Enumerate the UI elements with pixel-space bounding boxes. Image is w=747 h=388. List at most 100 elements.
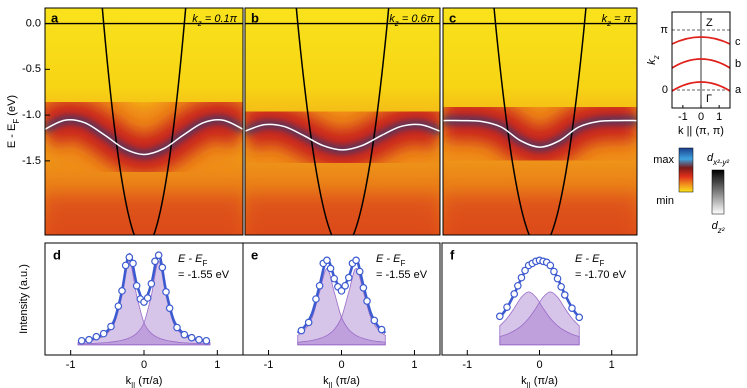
annotation-part: E - E [376, 253, 401, 265]
data-point [517, 273, 526, 282]
kz-label-part: k [192, 13, 198, 25]
panel-letter: c [449, 10, 456, 25]
inset-y-tick-label: π [660, 24, 668, 36]
annotation: E - EF [178, 253, 207, 268]
kz-label-part: k [389, 13, 395, 25]
x-axis-label: k|| (π/a) [323, 375, 360, 388]
annotation: = -1.55 eV [376, 269, 428, 281]
annotation-part: F [599, 259, 604, 268]
panel-frame [44, 7, 244, 236]
data-point [514, 281, 522, 290]
inset-y-label: kz [646, 55, 661, 65]
data-point [557, 282, 565, 291]
heatmap [245, 8, 440, 235]
component-area [297, 268, 386, 346]
kz-label-part: = 0.1π [202, 13, 238, 25]
data-point [510, 290, 519, 298]
inset-cut [671, 58, 731, 69]
x-axis-label-part: (π/a) [135, 375, 162, 387]
data-point [154, 251, 163, 260]
inset-frame [671, 11, 731, 109]
data-point [114, 302, 123, 310]
band-line [443, 119, 637, 148]
heatmap [443, 8, 637, 235]
data-point [202, 336, 211, 345]
data-point [315, 281, 324, 290]
inset-point: Γ [706, 93, 712, 105]
heatmap [45, 8, 243, 235]
data-point [521, 266, 529, 275]
colorbar-label: dz² [712, 220, 725, 235]
data-point [118, 287, 126, 295]
data-point [297, 326, 306, 335]
kz-label-part: = π [611, 13, 632, 25]
data-point [550, 267, 558, 276]
x-tick-label: -1 [264, 359, 274, 371]
x-axis-label-part: (π/a) [333, 375, 360, 387]
x-tick-label: -1 [66, 359, 76, 371]
inset-y-label-part: k [646, 59, 658, 65]
inset-x-tick-label: 1 [716, 111, 722, 123]
colorbar-label: dx²-y² [707, 152, 729, 167]
data-point [132, 281, 141, 290]
band-line [45, 119, 243, 156]
x-axis-label: k|| (π/a) [126, 375, 163, 388]
band-line [101, 8, 187, 235]
x-axis-label-part: k [323, 375, 329, 387]
intensity-lower [443, 195, 637, 235]
kz-label-part: z [394, 19, 399, 28]
colorbar [678, 147, 694, 193]
data-point [352, 256, 360, 265]
component-area [499, 291, 580, 346]
annotation-part: E - E [178, 253, 203, 265]
x-tick-label: -1 [462, 359, 472, 371]
kz-label-part: z [197, 19, 202, 28]
component-area [77, 260, 211, 346]
y-axis-label: Intensity (a.u.) [18, 264, 30, 334]
data-point [344, 273, 353, 282]
band-line [493, 8, 587, 235]
x-axis-label-part: (π/a) [531, 375, 558, 387]
band-line [295, 8, 390, 235]
x-tick-label: 0 [338, 359, 344, 371]
annotation-part: E - E [575, 253, 600, 265]
data-point [377, 325, 386, 334]
data-point [341, 281, 349, 290]
data-point [107, 322, 115, 331]
colorbar-label-part: d [707, 152, 714, 164]
band-line [245, 123, 440, 151]
annotation-part: F [202, 259, 207, 268]
y-tick-label: -1.0 [22, 109, 41, 121]
inset-cut [671, 36, 731, 45]
y-axis-label-part: E - E [6, 124, 18, 148]
x-tick-label: 1 [411, 359, 417, 371]
colorbar [711, 169, 725, 215]
x-axis-label-part: || [131, 381, 135, 388]
data-point [312, 295, 320, 303]
colorbar-label-part: x²-y² [712, 158, 729, 167]
y-tick-label: -1.5 [22, 155, 41, 167]
y-tick-label: -0.5 [22, 63, 41, 75]
kz-label: kz = 0.1π [192, 13, 237, 28]
inset-cut-label: c [735, 36, 741, 48]
component-area [499, 291, 580, 346]
inset-point: Z [706, 17, 713, 29]
panel-frame [244, 7, 441, 236]
data-point [575, 313, 584, 322]
data-point [180, 330, 189, 339]
panel-letter: a [51, 10, 59, 25]
kz-label-part: z [606, 19, 611, 28]
data-point [77, 336, 86, 345]
inset-x-label: k || (π, π) [678, 125, 724, 137]
colorbar-label-part: z² [717, 226, 725, 235]
data-point [173, 323, 181, 332]
kz-label-part: = 0.6π [399, 13, 435, 25]
data-point [495, 312, 504, 321]
x-tick-label: 1 [214, 359, 220, 371]
data-point [355, 267, 364, 276]
panel-letter: f [450, 247, 455, 262]
data-point [151, 257, 159, 266]
panel-letter: e [251, 247, 258, 262]
x-tick-label: 0 [141, 359, 147, 371]
